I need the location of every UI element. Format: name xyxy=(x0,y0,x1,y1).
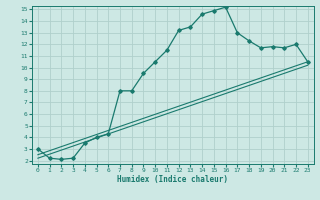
X-axis label: Humidex (Indice chaleur): Humidex (Indice chaleur) xyxy=(117,175,228,184)
